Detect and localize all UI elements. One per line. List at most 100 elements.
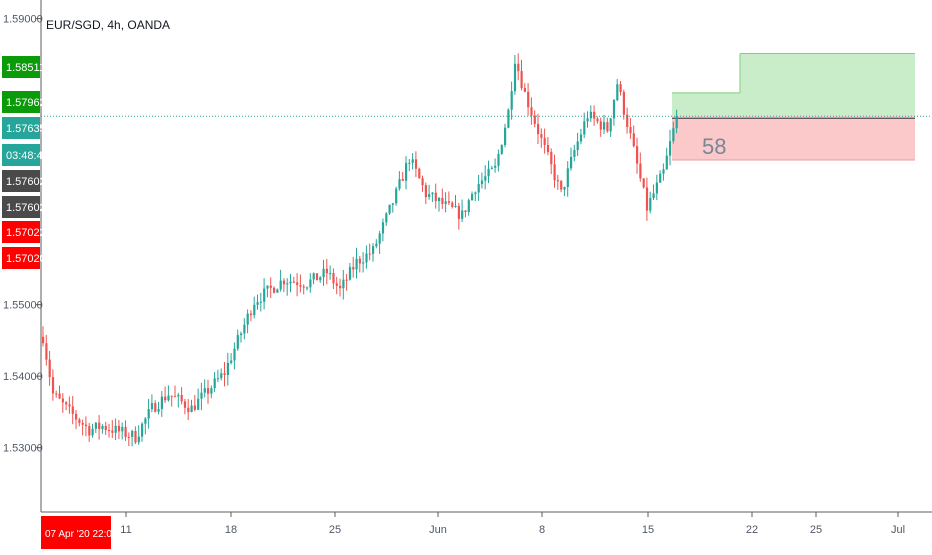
candle-body xyxy=(537,123,540,135)
price-badge: 1.57602 xyxy=(2,170,46,192)
candle-body xyxy=(484,176,487,181)
candle-body xyxy=(134,430,137,443)
profit-zone-extended xyxy=(740,53,915,117)
candle-body xyxy=(296,282,299,286)
price-badge: 1.58511 xyxy=(2,56,45,78)
candle-body xyxy=(187,407,190,413)
cursor-date-badge: 07 Apr '20 22:00 xyxy=(41,516,118,549)
candle-body xyxy=(424,185,427,197)
candle-body xyxy=(210,388,213,394)
candle-body xyxy=(325,268,328,274)
cursor-date-label: 07 Apr '20 22:00 xyxy=(45,529,118,540)
candle-body xyxy=(474,192,477,195)
price-badge-bg xyxy=(2,247,40,269)
symbol-title: EUR/SGD, 4h, OANDA xyxy=(46,18,171,32)
candle-body xyxy=(190,405,193,413)
candle-body xyxy=(616,84,619,101)
candle-body xyxy=(589,111,592,119)
y-tick-label: 1.59000 xyxy=(3,14,43,26)
candle-body xyxy=(58,393,61,399)
candle-body xyxy=(51,377,55,394)
candle-body xyxy=(108,430,111,432)
candle-body xyxy=(576,141,579,151)
candle-body xyxy=(523,88,526,92)
candle-body xyxy=(675,116,678,129)
candle-body xyxy=(71,406,74,414)
candle-body xyxy=(444,201,447,204)
candle-body xyxy=(170,395,173,397)
price-badge: 03:48:41 xyxy=(2,144,49,166)
candle-body xyxy=(487,168,490,177)
price-badge-bg xyxy=(2,117,40,139)
candle-body xyxy=(438,198,441,202)
candle-body xyxy=(414,159,418,169)
candle-body xyxy=(276,289,279,293)
candle-body xyxy=(127,436,130,438)
candle-body xyxy=(111,430,114,433)
candle-body xyxy=(88,426,91,436)
candle-body xyxy=(405,162,408,181)
candle-body xyxy=(299,285,302,287)
candle-body xyxy=(249,313,253,316)
candle-body xyxy=(411,159,414,163)
candle-body xyxy=(183,401,187,408)
candle-body xyxy=(230,360,233,363)
candle-body xyxy=(388,204,391,214)
candle-body xyxy=(263,288,266,302)
candle-body xyxy=(236,335,239,349)
candle-body xyxy=(378,233,381,244)
x-tick-label: 25 xyxy=(810,524,822,536)
candle-body xyxy=(226,362,229,375)
candle-body xyxy=(329,273,332,275)
candle-body xyxy=(282,280,286,285)
candle-body xyxy=(345,279,348,281)
price-badge-label: 03:48:41 xyxy=(6,150,49,162)
candle-body xyxy=(639,163,642,179)
price-badge-label: 1.58511 xyxy=(6,62,45,74)
candle-body xyxy=(368,253,371,255)
candle-body xyxy=(401,179,404,181)
candle-body xyxy=(655,182,658,194)
candle-body xyxy=(319,277,322,281)
candle-body xyxy=(312,273,315,280)
candle-body xyxy=(352,267,355,270)
risk-reward-tool[interactable]: 58 xyxy=(672,53,915,161)
price-badge: 1.57022 xyxy=(2,221,46,243)
candle-body xyxy=(306,287,309,289)
candle-body xyxy=(259,301,262,303)
y-axis[interactable]: 1.59000 1.55000 1.54000 1.53000 1.58511 1.579… xyxy=(2,14,49,455)
x-tick-label: Jun xyxy=(429,524,447,536)
candle-body xyxy=(101,425,104,430)
candle-body xyxy=(543,137,546,145)
cursor-date-badge-bg xyxy=(41,516,111,549)
candle-body xyxy=(642,178,645,188)
x-tick-label: 25 xyxy=(329,524,341,536)
candle-body xyxy=(599,121,602,130)
candle-body xyxy=(342,279,345,289)
x-axis[interactable]: 11 18 25 Jun 8 15 22 25 Jul 07 Apr '20 22:00 xyxy=(41,512,905,549)
candle-body xyxy=(494,165,497,168)
candle-body xyxy=(573,150,576,157)
x-tick-label: 11 xyxy=(120,524,131,536)
candle-body xyxy=(527,91,530,108)
candle-body xyxy=(645,187,649,211)
candle-body xyxy=(220,373,223,379)
candle-body xyxy=(652,193,655,199)
candle-body xyxy=(464,210,467,212)
candle-body xyxy=(91,428,94,436)
candle-body xyxy=(203,388,206,393)
candle-body xyxy=(174,396,177,398)
candle-body xyxy=(75,413,78,420)
price-badge-bg xyxy=(2,56,40,78)
candle-body xyxy=(266,285,269,289)
candle-body xyxy=(84,424,88,427)
candle-body xyxy=(579,134,583,142)
candle-body xyxy=(447,201,451,203)
candle-body xyxy=(322,268,325,278)
candle-body xyxy=(381,222,385,234)
candle-body xyxy=(124,426,127,437)
candle-body xyxy=(117,425,121,432)
candle-body xyxy=(669,141,672,156)
